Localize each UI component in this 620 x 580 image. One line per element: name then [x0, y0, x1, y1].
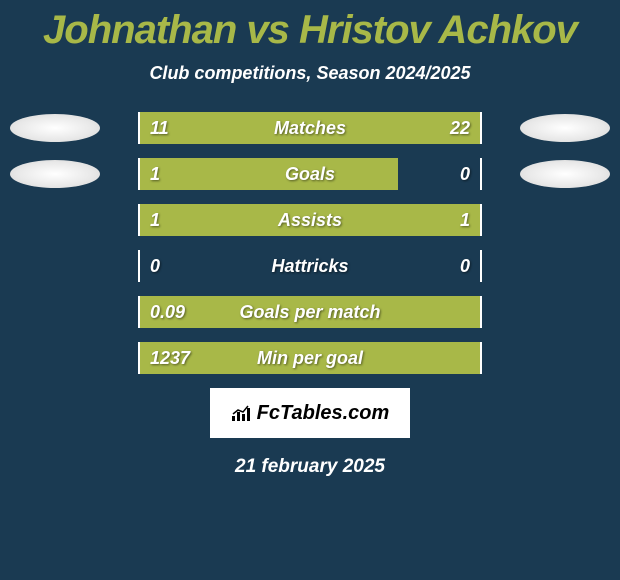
stat-row: 1122Matches [10, 112, 610, 144]
stat-row: 0.09Goals per match [10, 296, 610, 328]
logo-box[interactable]: FcTables.com [210, 388, 410, 438]
stat-label: Hattricks [140, 250, 480, 282]
player-photo-left [10, 160, 100, 188]
stat-bar: 1122Matches [138, 112, 482, 144]
chart-icon [231, 404, 253, 422]
stat-label: Assists [140, 204, 480, 236]
stat-label: Goals per match [140, 296, 480, 328]
player-photo-right [520, 114, 610, 142]
stat-row: 10Goals [10, 158, 610, 190]
stat-bar: 0.09Goals per match [138, 296, 482, 328]
stats-container: 1122Matches 10Goals 11Assists 00Hattricks 0.… [0, 112, 620, 374]
player-photo-left [10, 114, 100, 142]
stat-bar: 10Goals [138, 158, 482, 190]
stat-bar: 1237Min per goal [138, 342, 482, 374]
logo-label: FcTables.com [257, 402, 390, 425]
comparison-title: Johnathan vs Hristov Achkov [0, 0, 620, 53]
date-text: 21 february 2025 [0, 456, 620, 478]
player-photo-right [520, 160, 610, 188]
stat-row: 1237Min per goal [10, 342, 610, 374]
stat-row: 00Hattricks [10, 250, 610, 282]
logo-text: FcTables.com [231, 402, 390, 425]
stat-label: Matches [140, 112, 480, 144]
stat-label: Min per goal [140, 342, 480, 374]
stat-label: Goals [140, 158, 480, 190]
comparison-subtitle: Club competitions, Season 2024/2025 [0, 63, 620, 84]
stat-bar: 11Assists [138, 204, 482, 236]
stat-bar: 00Hattricks [138, 250, 482, 282]
stat-row: 11Assists [10, 204, 610, 236]
